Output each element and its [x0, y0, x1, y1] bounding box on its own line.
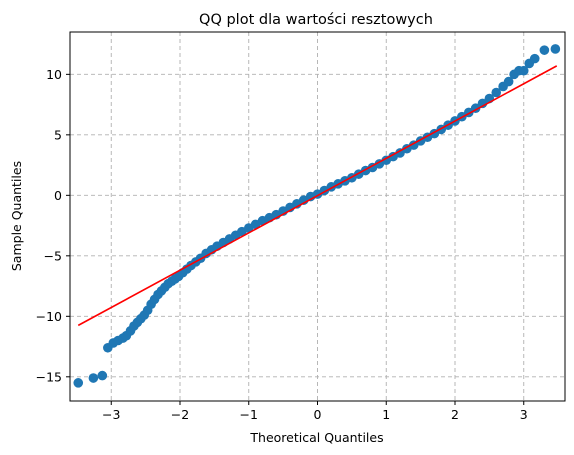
- data-point: [518, 65, 529, 76]
- data-point: [395, 148, 405, 158]
- data-point: [539, 45, 550, 55]
- y-tick-label: −10: [36, 309, 62, 324]
- data-point: [73, 378, 84, 388]
- y-tick-label: −15: [36, 369, 62, 384]
- x-axis-label: Theoretical Quantiles: [249, 430, 383, 445]
- x-tick-label: −3: [102, 407, 120, 422]
- data-point: [477, 98, 488, 109]
- data-point: [503, 76, 514, 87]
- reference-line: [77, 65, 558, 327]
- data-point: [88, 373, 99, 383]
- y-tick-label: 5: [54, 127, 62, 142]
- x-tick-label: 1: [382, 407, 390, 422]
- x-axis-ticks: −3 −2 −1 0 1 2 3: [102, 401, 528, 422]
- data-point: [491, 87, 502, 98]
- grid-lines: [70, 32, 565, 401]
- data-point: [550, 44, 561, 54]
- x-tick-label: 3: [520, 407, 528, 422]
- x-tick-label: 0: [314, 407, 322, 422]
- x-tick-label: −1: [240, 407, 258, 422]
- y-tick-label: −5: [44, 248, 62, 263]
- chart-title: QQ plot dla wartości resztowych: [199, 12, 433, 28]
- y-tick-label: 10: [46, 67, 62, 82]
- data-point: [529, 53, 540, 64]
- y-axis-ticks: −15 −10 −5 0 5 10: [36, 67, 70, 384]
- x-tick-label: −2: [171, 407, 189, 422]
- y-axis-label: Sample Quantiles: [9, 161, 24, 271]
- data-point: [97, 370, 108, 381]
- x-tick-label: 2: [451, 407, 459, 422]
- y-tick-label: 0: [54, 188, 62, 203]
- data-points: [73, 44, 561, 388]
